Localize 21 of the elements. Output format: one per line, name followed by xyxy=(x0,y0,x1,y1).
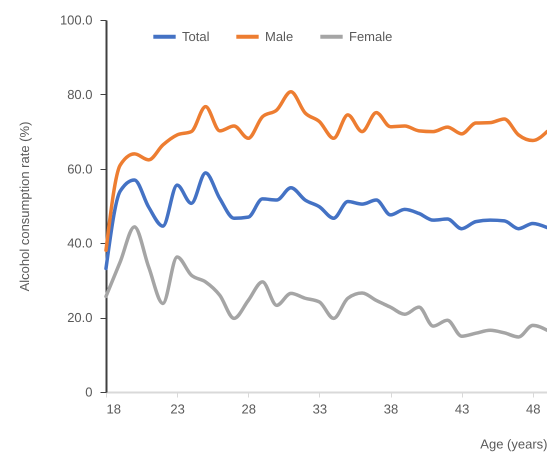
x-tick-label: 18 xyxy=(106,402,121,416)
y-tick-label: 100.0 xyxy=(60,12,92,28)
y-tick-label: 60.0 xyxy=(67,161,92,176)
x-tick-label: 28 xyxy=(242,402,256,416)
legend-label: Total xyxy=(182,28,210,44)
x-tick-label: 33 xyxy=(312,402,328,416)
x-tick-label: 23 xyxy=(170,402,185,416)
legend-label: Female xyxy=(349,28,392,44)
line-series xyxy=(104,225,547,339)
legend-label: Male xyxy=(265,28,294,44)
x-axis-title: Age (years) xyxy=(480,436,547,452)
line-series xyxy=(104,171,547,270)
y-tick-label: 40.0 xyxy=(67,236,92,251)
y-tick-label: 20.0 xyxy=(67,310,92,326)
y-tick-label: 80.0 xyxy=(67,86,92,102)
x-tick-label: 38 xyxy=(384,402,398,416)
x-tick-label: 43 xyxy=(454,402,470,416)
line-series xyxy=(104,90,547,252)
x-tick-label: 48 xyxy=(526,402,541,416)
y-tick-label: 0 xyxy=(85,384,92,400)
y-axis-title: Alcohol consumption rate (%) xyxy=(16,122,32,292)
